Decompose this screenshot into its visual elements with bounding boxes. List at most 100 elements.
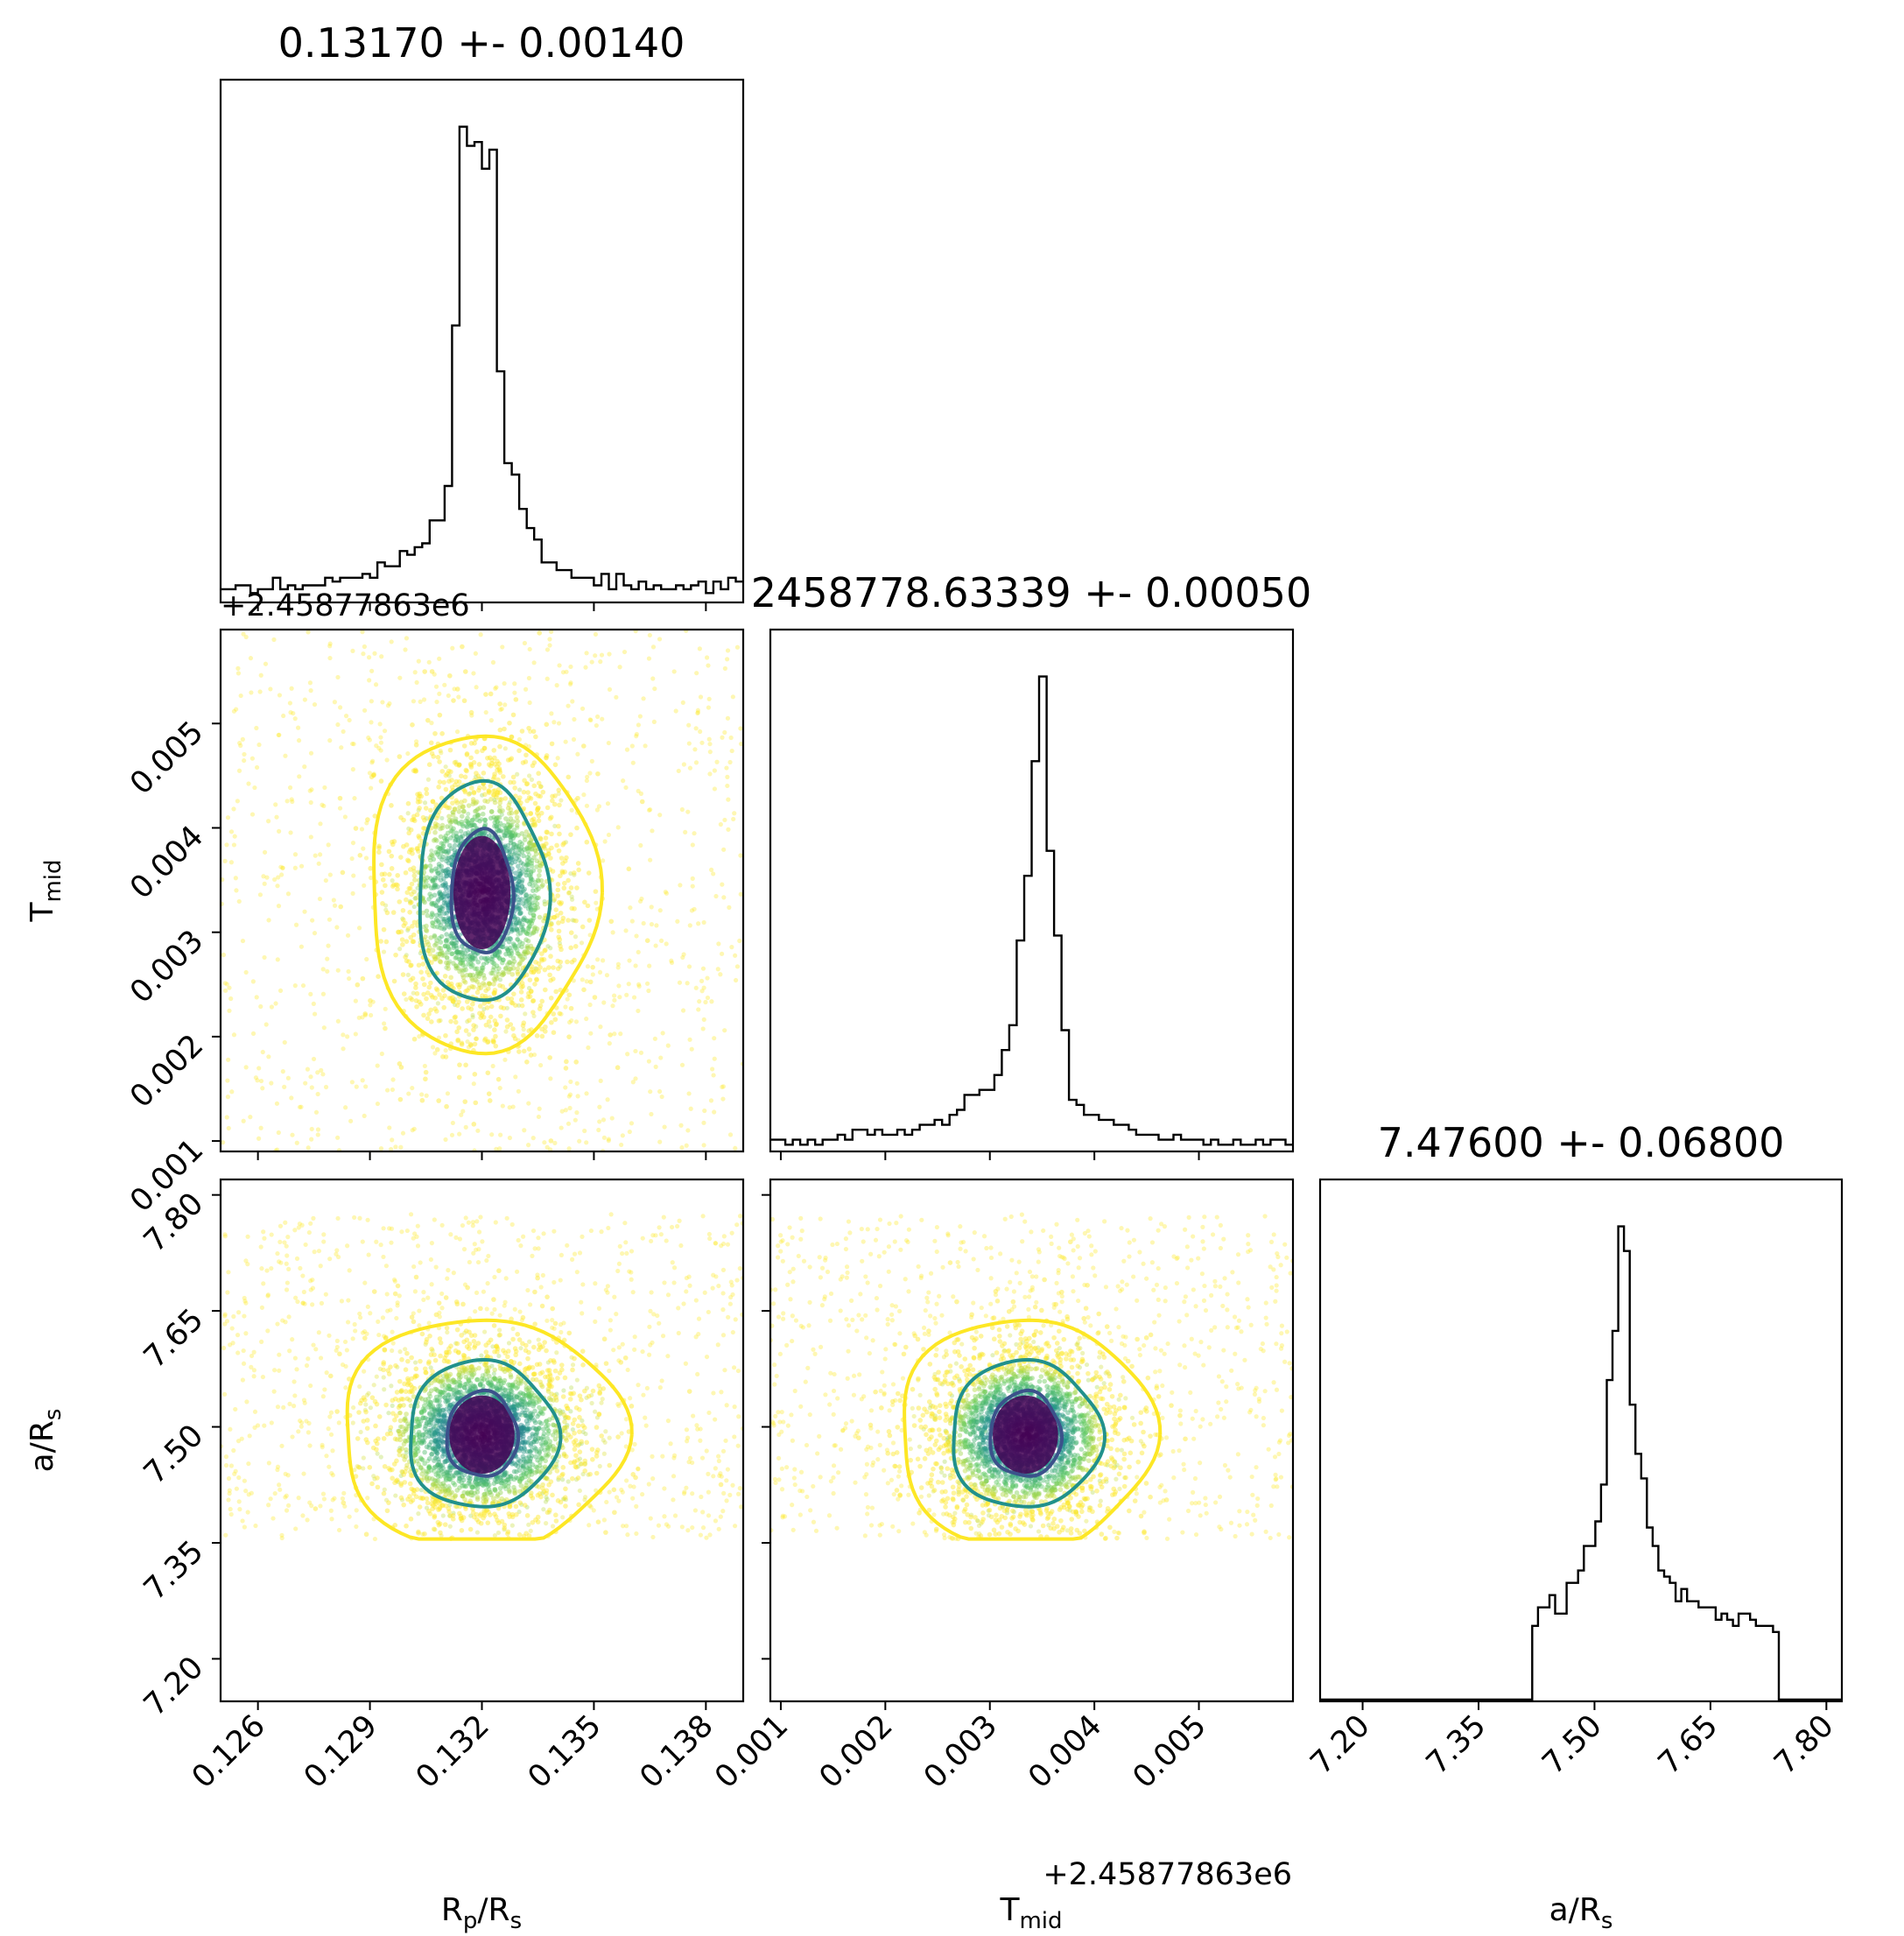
scatter-point	[328, 1432, 334, 1437]
scatter-point	[426, 972, 432, 978]
scatter-point	[286, 1314, 292, 1320]
scatter-point	[700, 1510, 706, 1515]
scatter-point	[528, 796, 534, 801]
scatter-point	[469, 957, 475, 963]
scatter-point	[458, 960, 464, 966]
scatter-point	[567, 1105, 573, 1111]
scatter-point	[559, 1109, 565, 1114]
scatter-point	[223, 988, 228, 993]
scatter-point	[246, 781, 251, 786]
scatter-point	[431, 954, 437, 960]
scatter-point	[552, 793, 558, 799]
scatter-point	[475, 959, 481, 965]
scatter-point	[368, 865, 373, 871]
scatter-point	[386, 848, 392, 855]
scatter-point	[534, 895, 540, 901]
scatter-point	[424, 908, 430, 914]
scatter-point	[492, 977, 498, 983]
scatter-point	[379, 654, 384, 659]
scatter-point	[488, 809, 495, 814]
scatter-point	[624, 747, 630, 752]
scatter-point	[651, 719, 657, 724]
scatter-point	[639, 799, 645, 805]
scatter-point	[299, 1222, 305, 1228]
scatter-point	[640, 1491, 645, 1497]
scatter-point	[550, 869, 556, 874]
scatter-point	[386, 1411, 391, 1416]
scatter-point	[398, 855, 404, 860]
scatter-point	[530, 900, 535, 905]
scatter-point	[711, 1272, 716, 1278]
scatter-point	[540, 882, 545, 888]
scatter-point	[677, 1218, 682, 1223]
scatter-point	[514, 926, 520, 933]
scatter-point	[466, 961, 471, 967]
scatter-point	[504, 1024, 510, 1030]
scatter-point	[473, 977, 478, 983]
scatter-point	[568, 1079, 573, 1084]
scatter-point	[618, 1031, 623, 1037]
scatter-point	[543, 947, 548, 953]
scatter-point	[507, 825, 512, 830]
scatter-point	[503, 965, 509, 971]
scatter-point	[520, 956, 526, 962]
scatter-point	[434, 868, 439, 874]
scatter-point	[311, 1215, 316, 1221]
scatter-point	[557, 940, 563, 946]
scatter-point	[683, 1361, 688, 1366]
scatter-point	[636, 983, 642, 989]
scatter-point	[443, 848, 449, 855]
scatter-point	[574, 1377, 580, 1383]
scatter-point	[731, 816, 736, 822]
scatter-point	[395, 1303, 400, 1308]
scatter-point	[323, 1084, 329, 1090]
scatter-point	[432, 934, 438, 940]
scatter-point	[276, 875, 281, 880]
scatter-point	[275, 1404, 281, 1410]
scatter-point	[251, 1374, 256, 1379]
scatter-point	[471, 790, 477, 796]
scatter-point	[509, 830, 516, 835]
scatter-point	[593, 889, 599, 894]
scatter-point	[653, 1064, 658, 1069]
scatter-point	[505, 825, 511, 831]
scatter-point	[440, 904, 446, 909]
scatter-point	[420, 814, 426, 820]
scatter-point	[530, 729, 537, 735]
scatter-point	[644, 981, 650, 986]
scatter-point	[412, 877, 418, 883]
scatter-point	[226, 1475, 232, 1482]
scatter-point	[296, 1429, 301, 1434]
scatter-point	[230, 1341, 235, 1346]
scatter-point	[558, 1278, 563, 1283]
scatter-point	[523, 972, 530, 978]
scatter-point	[644, 938, 650, 943]
scatter-point	[435, 813, 441, 819]
scatter-point	[582, 1495, 588, 1500]
scatter-point	[352, 796, 357, 801]
scatter-point	[327, 1373, 334, 1379]
scatter-point	[457, 1131, 462, 1137]
scatter-point	[259, 1305, 265, 1310]
scatter-point	[418, 969, 424, 975]
scatter-point	[278, 1487, 283, 1492]
scatter-point	[526, 852, 532, 857]
scatter-point	[695, 710, 700, 715]
scatter-point	[707, 750, 713, 755]
scatter-point	[566, 890, 572, 896]
scatter-point	[529, 846, 534, 852]
scatter-point	[513, 844, 519, 850]
scatter-point	[701, 1017, 706, 1023]
scatter-point	[617, 995, 622, 1000]
scatter-point	[438, 834, 444, 840]
scatter-point	[363, 855, 369, 861]
scatter-point	[527, 924, 533, 929]
scatter-point	[629, 1277, 634, 1282]
scatter-point	[523, 930, 529, 935]
scatter-point	[450, 800, 455, 806]
scatter-point	[529, 861, 535, 866]
scatter-point	[384, 1292, 390, 1297]
scatter-point	[601, 958, 606, 963]
scatter-point	[308, 1221, 313, 1226]
scatter-point	[433, 1264, 439, 1270]
